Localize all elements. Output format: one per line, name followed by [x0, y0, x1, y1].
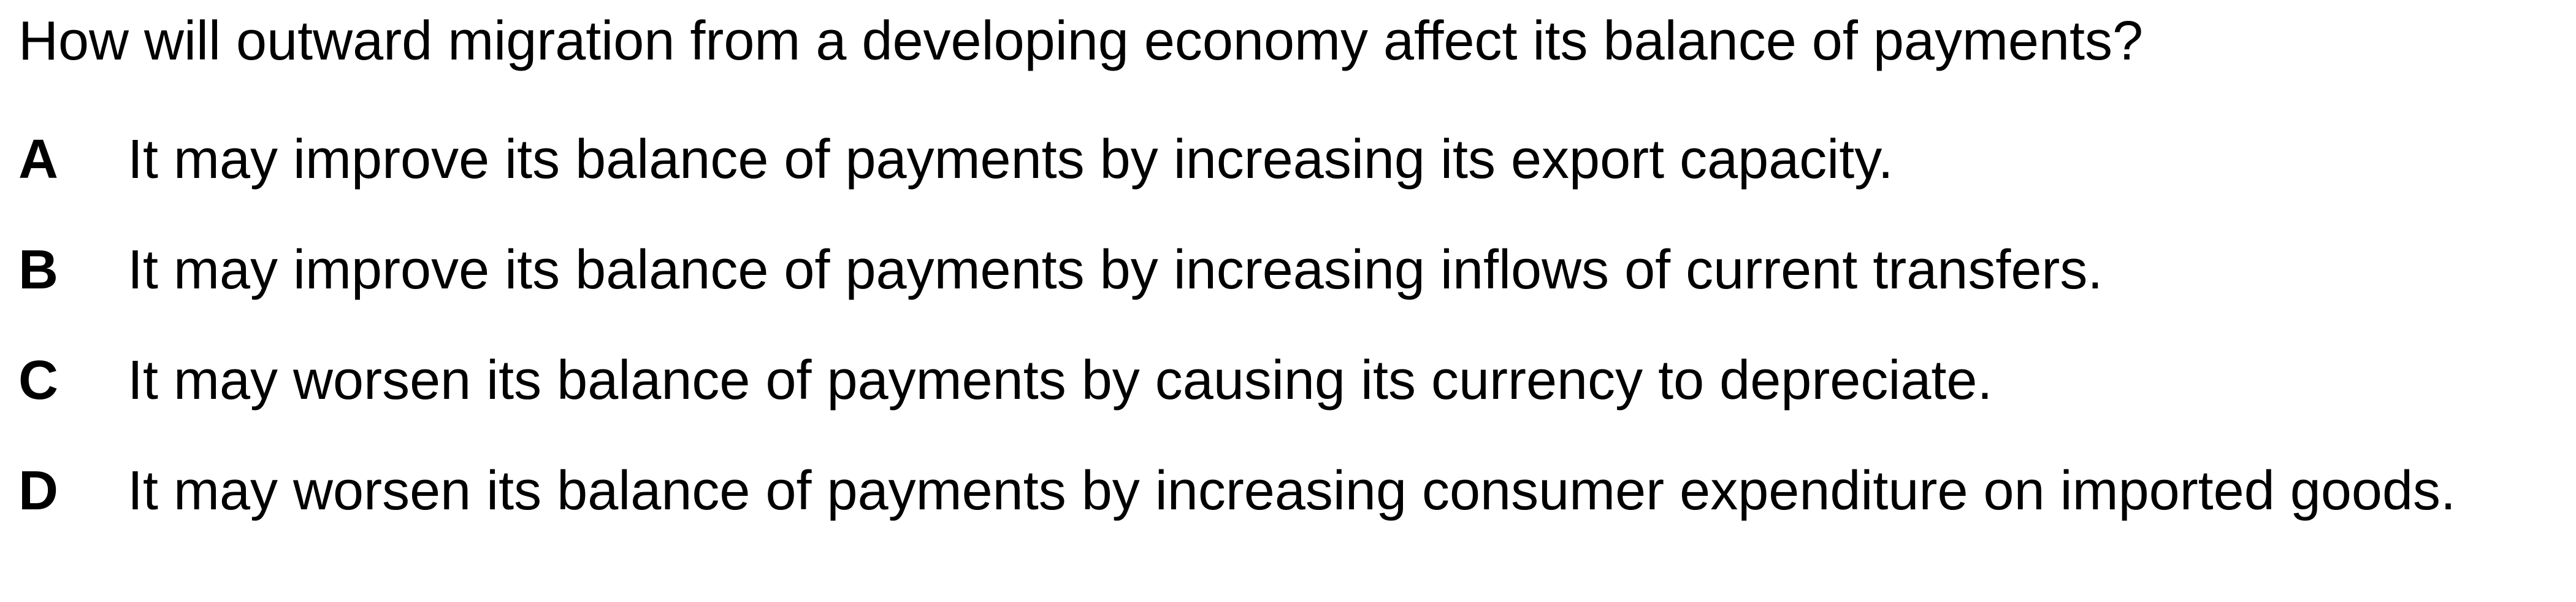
- option-letter: B: [18, 239, 58, 301]
- option-letter: D: [18, 460, 58, 522]
- option-letter: A: [18, 129, 58, 190]
- option-letter: C: [18, 350, 58, 411]
- option-text: It may improve its balance of payments b…: [128, 239, 2103, 301]
- option-text: It may worsen its balance of payments by…: [128, 460, 2456, 522]
- question-text: How will outward migration from a develo…: [18, 10, 2144, 72]
- option-text: It may worsen its balance of payments by…: [128, 350, 1993, 411]
- option-text: It may improve its balance of payments b…: [128, 129, 1894, 190]
